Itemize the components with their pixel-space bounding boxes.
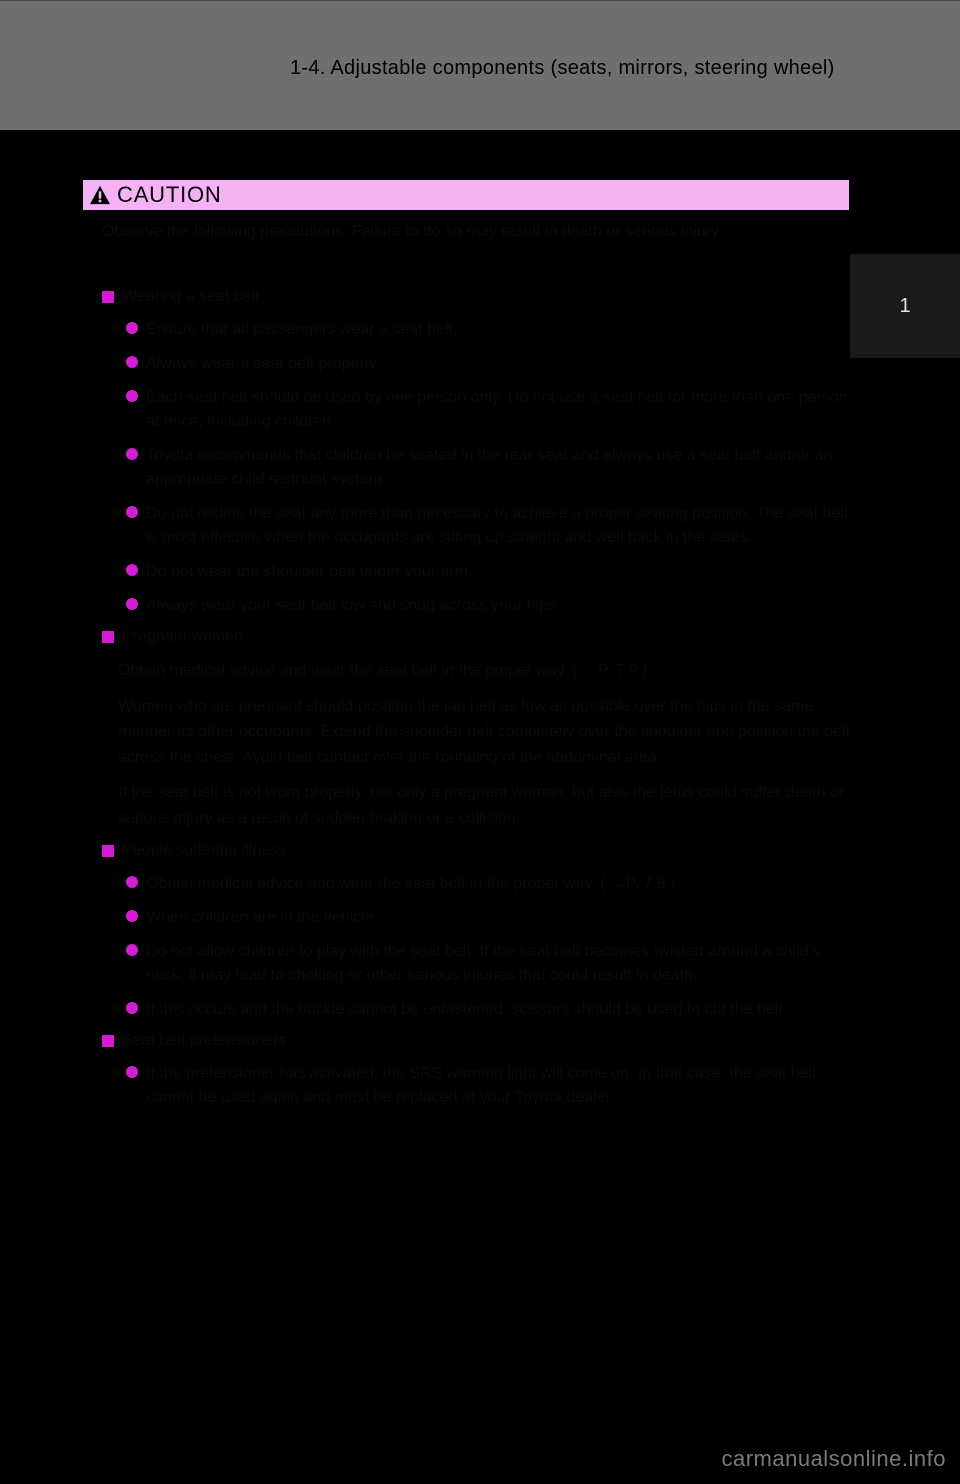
round-bullet-icon — [126, 564, 138, 576]
section-header: Seat belt pretensioners — [102, 1032, 850, 1050]
page-header: 1-4. Adjustable components (seats, mirro… — [0, 0, 960, 130]
intro-paragraph: Observe the following precautions. Failu… — [102, 220, 850, 244]
bullet-text: If this occurs and the buckle cannot be … — [146, 998, 850, 1022]
bullet-item: Do not recline the seat any more than ne… — [126, 502, 850, 550]
bullet-item: Always wear a seat belt properly. — [126, 352, 850, 376]
round-bullet-icon — [126, 448, 138, 460]
section-paragraph: If the seat belt is not worn properly, n… — [118, 780, 850, 831]
section-title: Seat belt pretensioners — [122, 1032, 287, 1050]
round-bullet-icon — [126, 506, 138, 518]
header-section-title: 1-4. Adjustable components (seats, mirro… — [290, 57, 835, 80]
bullet-text: Always wear your seat belt low and snug … — [146, 594, 850, 618]
round-bullet-icon — [126, 1066, 138, 1078]
chapter-tab: 1 — [850, 254, 960, 358]
content-section: Wearing a seat belt Ensure that all passe… — [82, 288, 850, 618]
caution-banner: CAUTION — [82, 179, 850, 211]
square-bullet-icon — [102, 1035, 114, 1047]
round-bullet-icon — [126, 356, 138, 368]
bullet-text: Each seat belt should be used by one per… — [146, 386, 850, 434]
bullet-item: Obtain medical advice and wear the seat … — [126, 872, 850, 896]
section-header: People suffering illness — [102, 842, 850, 860]
bullet-item: Do not wear the shoulder belt under your… — [126, 560, 850, 584]
bullet-text: Do not allow children to play with the s… — [146, 940, 850, 988]
warning-triangle-icon — [89, 185, 111, 205]
content-body: Observe the following precautions. Failu… — [82, 220, 850, 1120]
bullet-item: If this occurs and the buckle cannot be … — [126, 998, 850, 1022]
watermark: carmanualsonline.info — [721, 1446, 946, 1472]
section-title: Wearing a seat belt — [122, 288, 260, 306]
bullet-item: Each seat belt should be used by one per… — [126, 386, 850, 434]
round-bullet-icon — [126, 322, 138, 334]
section-paragraph: Women who are pregnant should position t… — [118, 694, 850, 771]
round-bullet-icon — [126, 390, 138, 402]
section-paragraph: Obtain medical advice and wear the seat … — [118, 658, 850, 684]
content-section: Seat belt pretensioners If the pretension… — [82, 1032, 850, 1110]
square-bullet-icon — [102, 631, 114, 643]
square-bullet-icon — [102, 291, 114, 303]
round-bullet-icon — [126, 598, 138, 610]
section-header: Pregnant women — [102, 628, 850, 646]
bullet-item: Toyota recommends that children be seate… — [126, 444, 850, 492]
bullet-text: Always wear a seat belt properly. — [146, 352, 850, 376]
bullet-text: Do not wear the shoulder belt under your… — [146, 560, 850, 584]
round-bullet-icon — [126, 876, 138, 888]
section-title: People suffering illness — [122, 842, 286, 860]
chapter-number: 1 — [899, 295, 910, 318]
bullet-item: Ensure that all passengers wear a seat b… — [126, 318, 850, 342]
bullet-text: Ensure that all passengers wear a seat b… — [146, 318, 850, 342]
section-header: Wearing a seat belt — [102, 288, 850, 306]
bullet-text: Toyota recommends that children be seate… — [146, 444, 850, 492]
bullet-text: When children are in the vehicle — [146, 906, 850, 930]
bullet-item: Do not allow children to play with the s… — [126, 940, 850, 988]
square-bullet-icon — [102, 845, 114, 857]
content-section: People suffering illness Obtain medical a… — [82, 842, 850, 1022]
section-title: Pregnant women — [122, 628, 243, 646]
caution-label: CAUTION — [117, 182, 222, 208]
bullet-item: If the pretensioner has activated, the S… — [126, 1062, 850, 1110]
bullet-text: Obtain medical advice and wear the seat … — [146, 872, 850, 896]
bullet-text: If the pretensioner has activated, the S… — [146, 1062, 850, 1110]
bullet-text: Do not recline the seat any more than ne… — [146, 502, 850, 550]
bullet-item: When children are in the vehicle — [126, 906, 850, 930]
round-bullet-icon — [126, 944, 138, 956]
round-bullet-icon — [126, 1002, 138, 1014]
content-section: Pregnant women Obtain medical advice and … — [82, 628, 850, 832]
sections-container: Wearing a seat belt Ensure that all passe… — [82, 288, 850, 1110]
round-bullet-icon — [126, 910, 138, 922]
bullet-item: Always wear your seat belt low and snug … — [126, 594, 850, 618]
